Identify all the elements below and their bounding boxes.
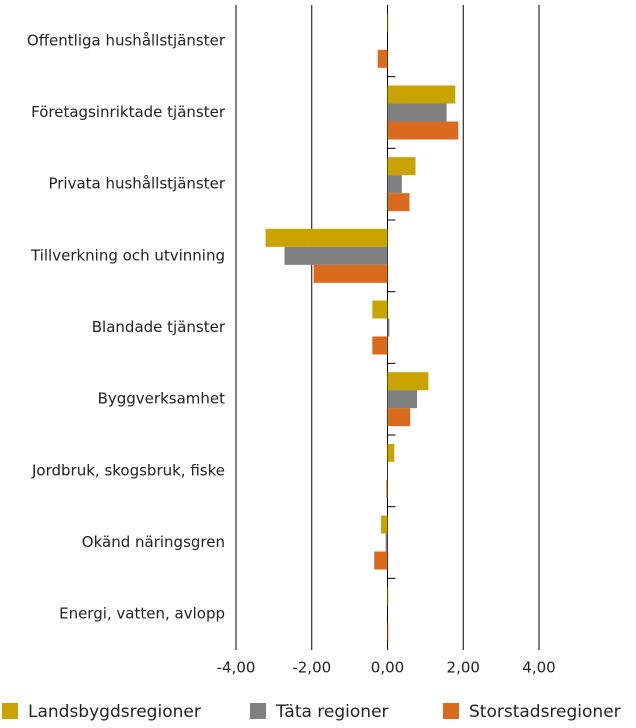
x-tick-label: 2,00: [447, 659, 480, 677]
bar: [387, 103, 447, 122]
y-tick-label: Företagsinriktade tjänster: [31, 103, 226, 121]
legend-label: Landsbygdsregioner: [28, 702, 201, 722]
bar: [387, 175, 402, 194]
x-tick-label: -4,00: [217, 659, 256, 677]
bar: [387, 85, 456, 104]
bar: [387, 121, 459, 140]
bar: [387, 443, 395, 462]
bar: [265, 228, 388, 247]
legend-swatch: [443, 703, 459, 719]
bar: [377, 49, 388, 68]
y-tick-label: Byggverksamhet: [98, 390, 226, 408]
bar: [381, 515, 388, 534]
bar: [387, 587, 389, 606]
legend-swatch: [2, 703, 18, 719]
bar: [385, 533, 388, 552]
y-tick-label: Offentliga hushållstjänster: [27, 31, 226, 49]
bar: [372, 300, 388, 319]
bar: [374, 551, 388, 570]
bar: [284, 246, 388, 265]
bar: [387, 372, 429, 391]
x-tick-label: 4,00: [522, 659, 555, 677]
bar: [387, 318, 390, 337]
legend-label: Täta regioner: [275, 702, 389, 722]
bar: [372, 336, 388, 355]
bar: [387, 157, 416, 176]
bar: [387, 408, 411, 427]
y-tick-label: Okänd näringsgren: [82, 533, 225, 551]
y-tick-label: Energi, vatten, avlopp: [59, 605, 225, 623]
y-tick-label: Blandade tjänster: [92, 318, 226, 336]
legend-label: Storstadsregioner: [469, 702, 621, 722]
bar: [386, 479, 388, 498]
bar: [387, 623, 389, 642]
x-tick-label: -2,00: [292, 659, 331, 677]
y-tick-label: Privata hushållstjänster: [48, 175, 225, 193]
bar: [387, 13, 389, 32]
bar: [313, 264, 388, 283]
y-tick-label: Jordbruk, skogsbruk, fiske: [31, 461, 225, 479]
legend-swatch: [250, 703, 266, 719]
x-tick-label: 0,00: [371, 659, 404, 677]
y-tick-label: Tillverkning och utvinning: [30, 246, 225, 264]
bar: [387, 193, 410, 212]
bar: [387, 390, 418, 409]
